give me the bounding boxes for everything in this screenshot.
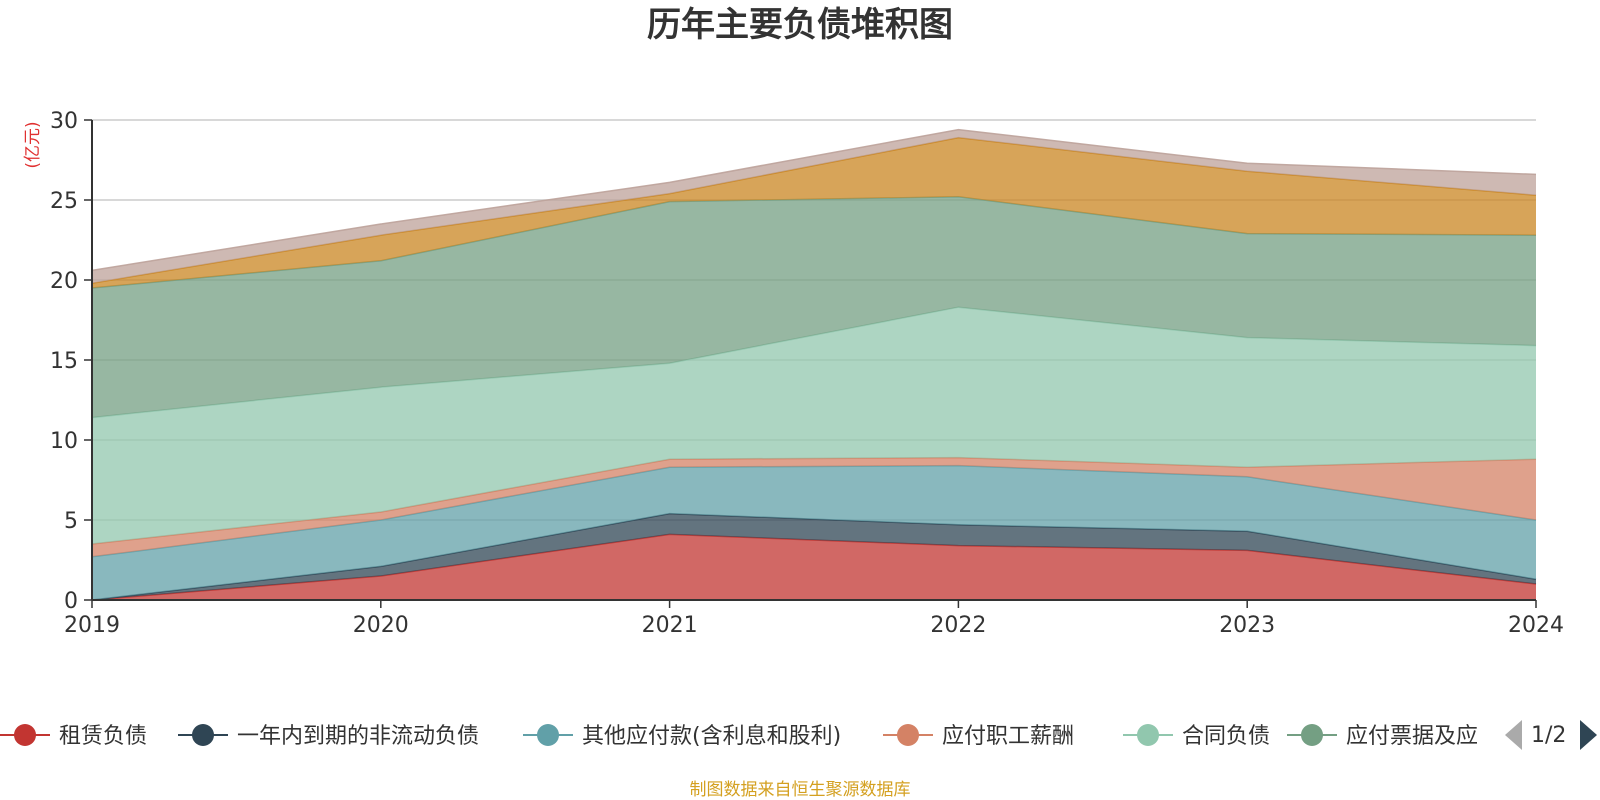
- x-tick-label: 2020: [353, 613, 409, 638]
- y-tick-label: 20: [50, 269, 78, 294]
- y-tick-label: 5: [64, 509, 78, 534]
- legend-item[interactable]: 其他应付款(含利息和股利): [523, 724, 841, 749]
- area-series-2: [92, 465, 1536, 600]
- data-source-note: 制图数据来自恒生聚源数据库: [690, 780, 911, 800]
- x-tick-label: 2019: [64, 613, 120, 638]
- area-series-0: [92, 534, 1536, 600]
- triangle-right-icon[interactable]: [1580, 720, 1597, 750]
- legend-marker: [1137, 724, 1159, 746]
- legend-marker: [897, 724, 919, 746]
- triangle-left-icon[interactable]: [1505, 720, 1522, 750]
- legend-marker: [192, 724, 214, 746]
- y-axis-unit: (亿元): [23, 121, 43, 168]
- legend-item[interactable]: 合同负债: [1123, 724, 1270, 749]
- legend-marker: [1301, 724, 1323, 746]
- series-areas: [91, 128, 1537, 601]
- legend-label: 合同负债: [1182, 724, 1270, 749]
- area-series-4: [92, 307, 1536, 544]
- y-tick-label: 10: [50, 429, 78, 454]
- area-series-6: [92, 137, 1536, 288]
- legend-label: 一年内到期的非流动负债: [237, 724, 479, 749]
- y-tick-label: 25: [50, 189, 78, 214]
- legend-item[interactable]: 租赁负债: [0, 724, 147, 749]
- legend-item[interactable]: 一年内到期的非流动负债: [178, 724, 479, 749]
- legend-item[interactable]: 应付票据及应: [1287, 724, 1478, 749]
- legend-label: 应付职工薪酬: [942, 724, 1074, 749]
- area-series-5: [92, 196, 1536, 418]
- area-series-7: [92, 129, 1536, 284]
- x-tick-label: 2021: [642, 613, 698, 638]
- x-tick-labels: 2019 2020 2021 2022 2023 2024: [64, 600, 1564, 638]
- legend-marker: [14, 724, 36, 746]
- chart-title: 历年主要负债堆积图: [647, 5, 953, 45]
- legend-page-indicator: 1/2: [1531, 723, 1566, 748]
- legend-label: 租赁负债: [59, 724, 147, 749]
- y-tick-label: 0: [64, 589, 78, 614]
- legend: 租赁负债 一年内到期的非流动负债 其他应付款(含利息和股利) 应付职工薪酬 合同负债 应付…: [0, 724, 1478, 749]
- area-series-1: [92, 513, 1536, 600]
- legend-label: 其他应付款(含利息和股利): [582, 724, 841, 749]
- x-tick-label: 2022: [930, 613, 986, 638]
- legend-label: 应付票据及应: [1346, 724, 1478, 749]
- area-series-3: [92, 457, 1536, 557]
- y-tick-label: 30: [50, 109, 78, 134]
- y-tick-labels: 0 5 10 15 20 25 30: [50, 109, 92, 614]
- legend-item[interactable]: 应付职工薪酬: [883, 724, 1074, 749]
- y-tick-label: 15: [50, 349, 78, 374]
- legend-pager: 1/2: [1505, 720, 1597, 750]
- legend-marker: [537, 724, 559, 746]
- x-tick-label: 2024: [1508, 613, 1564, 638]
- x-tick-label: 2023: [1219, 613, 1275, 638]
- area-line-7: [91, 128, 1537, 272]
